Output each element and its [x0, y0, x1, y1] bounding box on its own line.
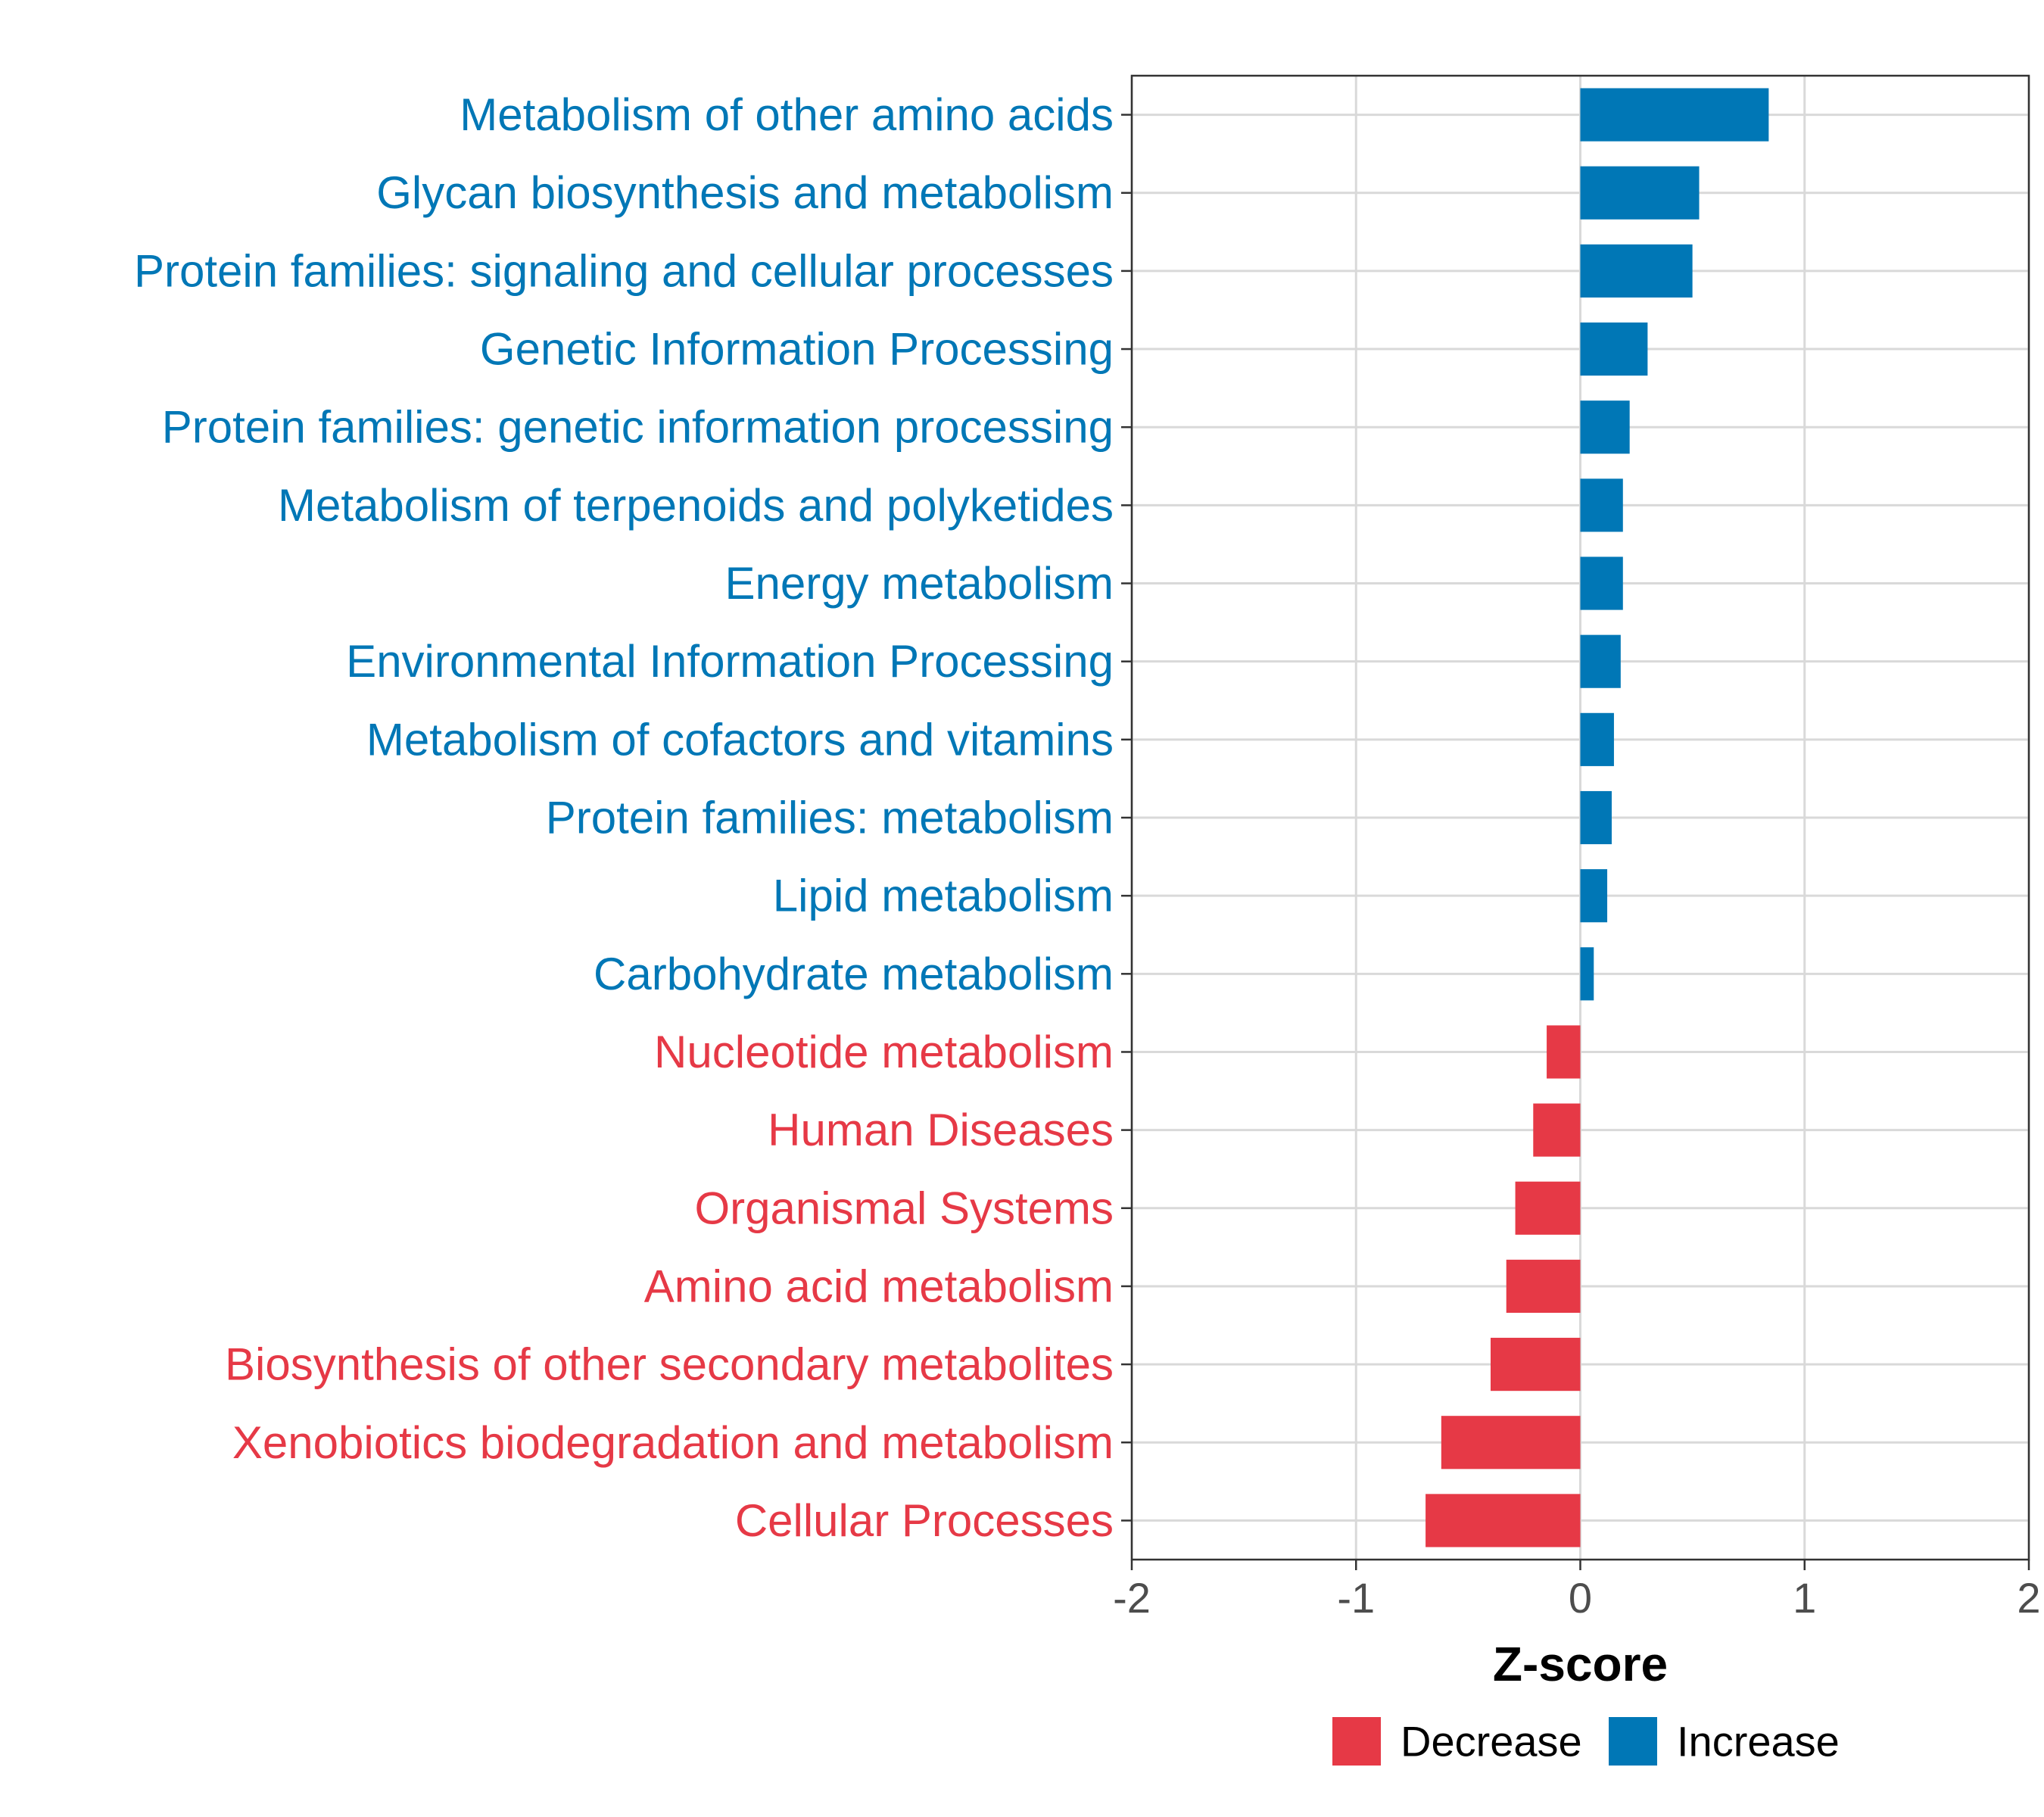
x-axis: -2 -1 0 1 2	[1113, 1560, 2041, 1622]
y-tick-label: Metabolism of cofactors and vitamins	[366, 714, 1114, 765]
bar	[1491, 1338, 1581, 1392]
x-tick-label: -1	[1337, 1574, 1375, 1622]
y-tick-label: Carbohydrate metabolism	[594, 949, 1114, 999]
y-tick-label: Protein families: signaling and cellular…	[134, 245, 1114, 296]
y-tick-label: Metabolism of other amino acids	[460, 89, 1114, 140]
x-axis-title: Z-score	[1493, 1637, 1668, 1691]
y-tick-label: Organismal Systems	[695, 1183, 1114, 1233]
y-tick-label: Cellular Processes	[735, 1495, 1114, 1546]
bar	[1580, 166, 1700, 220]
bar	[1515, 1181, 1581, 1235]
bar	[1580, 869, 1608, 923]
x-tick-label: -2	[1113, 1574, 1151, 1622]
y-tick-label: Protein families: metabolism	[546, 793, 1114, 843]
y-tick-label: Nucleotide metabolism	[654, 1027, 1114, 1077]
y-tick-label: Glycan biosynthesis and metabolism	[376, 167, 1114, 218]
bar	[1506, 1259, 1581, 1314]
bar	[1580, 634, 1621, 688]
bar	[1547, 1025, 1581, 1079]
bar	[1580, 322, 1648, 376]
bar	[1580, 712, 1614, 766]
bar	[1580, 478, 1623, 532]
y-tick-label: Lipid metabolism	[773, 871, 1114, 921]
bar	[1580, 790, 1612, 845]
y-tick-label: Amino acid metabolism	[644, 1261, 1114, 1311]
legend: Decrease Increase	[1332, 1717, 1840, 1766]
y-axis: Metabolism of other amino acids Glycan bi…	[134, 89, 1132, 1546]
bar	[1580, 88, 1769, 142]
legend-label-decrease: Decrease	[1401, 1718, 1582, 1766]
y-tick-label: Energy metabolism	[724, 558, 1114, 609]
legend-key-increase	[1609, 1717, 1657, 1766]
y-tick-label: Environmental Information Processing	[346, 636, 1114, 687]
y-tick-label: Genetic Information Processing	[480, 324, 1114, 375]
x-tick-label: 2	[2017, 1574, 2040, 1622]
bar	[1580, 400, 1630, 454]
x-tick-label: 0	[1569, 1574, 1592, 1622]
y-tick-label: Biosynthesis of other secondary metaboli…	[225, 1339, 1114, 1390]
legend-key-decrease	[1332, 1717, 1381, 1766]
x-tick-label: 1	[1793, 1574, 1816, 1622]
y-tick-label: Metabolism of terpenoids and polyketides	[278, 480, 1114, 531]
bar-layer	[1426, 88, 1769, 1547]
y-tick-label: Human Diseases	[768, 1105, 1114, 1155]
bar	[1580, 947, 1594, 1001]
bar	[1426, 1494, 1581, 1547]
bar	[1533, 1103, 1581, 1157]
y-tick-label: Xenobiotics biodegradation and metabolis…	[232, 1417, 1114, 1468]
y-tick-label: Protein families: genetic information pr…	[162, 402, 1114, 453]
legend-label-increase: Increase	[1677, 1718, 1840, 1766]
bar	[1580, 556, 1623, 610]
bar	[1441, 1416, 1581, 1469]
bar	[1580, 244, 1693, 298]
